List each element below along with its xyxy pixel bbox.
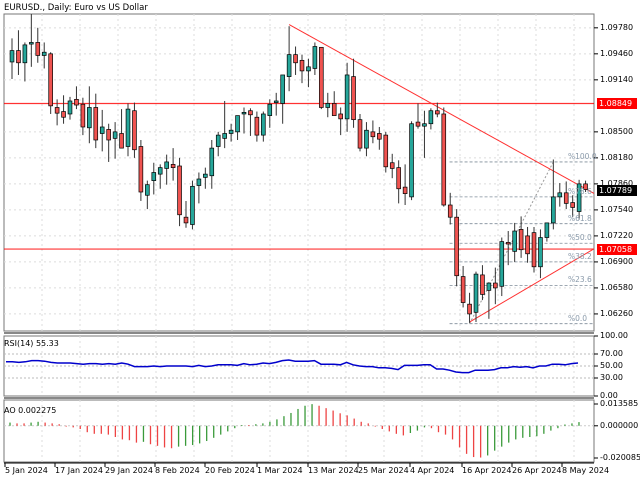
rsi-axis-label: 30.00	[600, 373, 623, 382]
current-price-tag: 1.07789	[597, 184, 637, 196]
price-axis-label: 1.07220	[600, 230, 634, 240]
price-axis-label: 1.09460	[600, 48, 634, 58]
time-axis-label: 16 Apr 2024	[462, 466, 512, 475]
fib-level-label: %38.2	[568, 251, 592, 261]
time-axis-label: 8 May 2024	[562, 466, 610, 475]
level-tag-upper: 1.08849	[597, 98, 637, 110]
fib-level-label: %100.0	[568, 151, 597, 161]
fib-level-label: %0.0	[568, 313, 588, 323]
level-tag-lower: 1.07058	[597, 244, 637, 256]
time-axis-label: 26 Apr 2024	[512, 466, 562, 475]
time-axis-label: 4 Apr 2024	[410, 466, 455, 475]
time-axis-label: 17 Jan 2024	[55, 466, 103, 475]
rsi-axis-label: 50.00	[600, 361, 623, 370]
time-axis-label: 1 Mar 2024	[257, 466, 303, 475]
rsi-axis-label: 70.00	[600, 349, 623, 358]
time-axis-label: 29 Jan 2024	[105, 466, 153, 475]
ao-axis-label: 0.013585	[600, 399, 639, 408]
fib-level-label: %61.8	[568, 213, 592, 223]
rsi-axis-label: 0.00	[600, 391, 618, 400]
rsi-title: RSI(14) 55.33	[4, 339, 59, 348]
ao-title: AO 0.002275	[4, 406, 57, 415]
chart-title: EURUSD., Daily: Euro vs US Dollar	[4, 3, 148, 13]
fib-level-label: %78.6	[568, 186, 592, 196]
price-axis-label: 1.09780	[600, 22, 634, 32]
price-axis-label: 1.07860	[600, 178, 634, 188]
ao-axis-label: 0.000000	[600, 420, 639, 430]
ao-axis-label: -0.020085	[600, 453, 640, 462]
price-axis-label: 1.06900	[600, 256, 634, 266]
price-axis-label: 1.08180	[600, 152, 634, 162]
time-axis-label: 13 Mar 2024	[308, 466, 359, 475]
price-axis-label: 1.08500	[600, 126, 634, 136]
rsi-axis-label: 100.00	[600, 331, 628, 340]
time-axis-label: 8 Feb 2024	[155, 466, 200, 475]
time-axis-label: 5 Jan 2024	[5, 466, 48, 475]
time-axis-label: 25 Mar 2024	[358, 466, 409, 475]
price-axis-label: 1.06260	[600, 308, 634, 318]
price-axis-label: 1.06580	[600, 282, 634, 292]
price-axis-label: 1.07540	[600, 204, 634, 214]
time-axis-label: 20 Feb 2024	[205, 466, 255, 475]
fib-level-label: %23.6	[568, 275, 592, 285]
price-axis-label: 1.09140	[600, 74, 634, 84]
fib-level-label: %50.0	[568, 233, 592, 243]
